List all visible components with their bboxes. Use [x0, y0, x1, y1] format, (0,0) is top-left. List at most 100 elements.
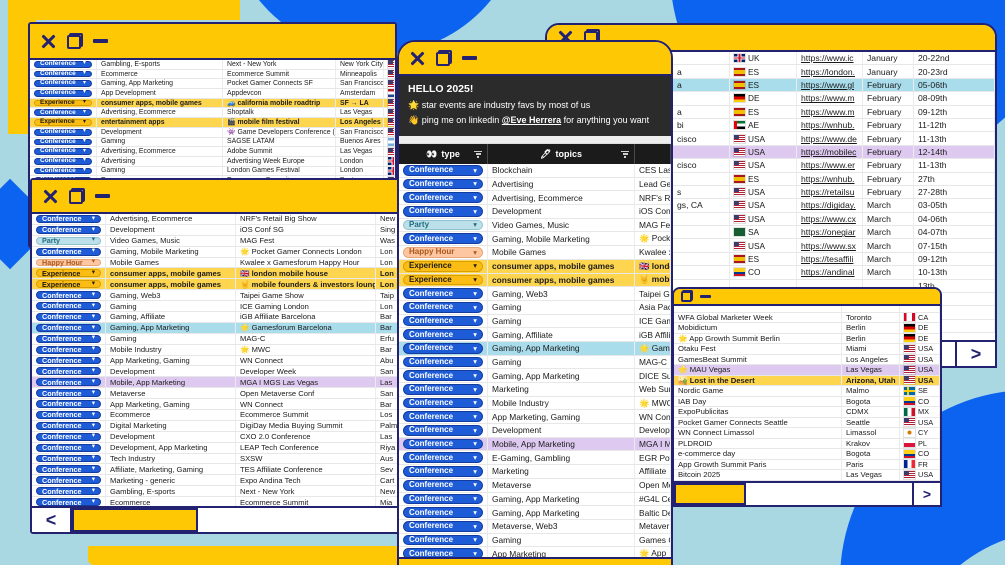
type-badge[interactable]: Conference▾ — [403, 178, 483, 190]
event-url-link[interactable]: https://www.sx — [801, 240, 856, 251]
type-badge[interactable]: Conference▾ — [403, 192, 483, 204]
type-badge[interactable]: Conference▾ — [34, 157, 92, 165]
type-badge[interactable]: Conference▾ — [403, 520, 483, 532]
type-badge[interactable]: Conference▾ — [36, 334, 101, 343]
event-url-link[interactable]: https://www.de — [801, 133, 857, 144]
type-badge[interactable]: Conference▾ — [34, 80, 92, 88]
type-badge[interactable]: Conference▾ — [403, 438, 483, 450]
type-badge[interactable]: Conference▾ — [34, 167, 92, 175]
scrollbar-track[interactable] — [72, 508, 398, 532]
event-url-link[interactable]: https://mobilec — [801, 146, 857, 157]
type-badge[interactable]: Conference▾ — [36, 432, 101, 441]
type-badge[interactable]: Conference▾ — [403, 384, 483, 395]
type-badge[interactable]: Conference▾ — [403, 452, 483, 464]
event-url-link[interactable]: https://wnhub. — [801, 173, 855, 184]
linkedin-link[interactable]: @Eve Herrera — [501, 115, 562, 125]
copy-icon[interactable] — [436, 49, 452, 66]
event-url-link[interactable]: https://onegiar — [801, 227, 856, 238]
type-badge[interactable]: Conference▾ — [403, 329, 483, 340]
horizontal-scrollbar[interactable] — [399, 557, 671, 565]
type-badge[interactable]: Conference▾ — [34, 138, 92, 146]
type-badge[interactable]: Conference▾ — [403, 534, 483, 546]
close-icon[interactable] — [43, 189, 58, 204]
type-badge[interactable]: Party ▾ — [403, 219, 483, 231]
type-badge[interactable]: Conference▾ — [36, 225, 101, 234]
filter-icon[interactable] — [474, 150, 482, 158]
type-badge[interactable]: Conference▾ — [403, 479, 483, 491]
type-badge[interactable]: Conference▾ — [36, 291, 101, 300]
type-badge[interactable]: Experience ▾ — [34, 119, 92, 126]
event-url-link[interactable]: https://www.gl — [801, 79, 855, 90]
type-badge[interactable]: Conference▾ — [36, 476, 101, 485]
scroll-right-button[interactable]: > — [912, 483, 940, 505]
type-badge[interactable]: Conference▾ — [36, 443, 101, 452]
type-badge[interactable]: Conference▾ — [34, 70, 92, 78]
type-badge[interactable]: Party ▾ — [36, 236, 101, 245]
type-badge[interactable]: Conference▾ — [36, 367, 101, 376]
type-badge[interactable]: Conference▾ — [403, 315, 483, 327]
type-badge[interactable]: Conference▾ — [36, 323, 101, 332]
event-url-link[interactable]: https://retailsu — [801, 187, 855, 198]
type-badge[interactable]: Conference▾ — [36, 247, 101, 256]
type-badge[interactable]: Conference▾ — [403, 493, 483, 505]
type-badge[interactable]: Conference▾ — [403, 206, 483, 217]
type-badge[interactable]: Conference▾ — [34, 128, 92, 136]
type-badge[interactable]: Conference▾ — [403, 342, 483, 354]
type-badge[interactable]: Conference▾ — [36, 487, 101, 496]
type-badge[interactable]: Conference▾ — [403, 466, 483, 477]
type-badge[interactable]: Conference▾ — [36, 454, 101, 463]
scrollbar-thumb[interactable] — [72, 508, 198, 532]
type-badge[interactable]: Conference▾ — [36, 400, 101, 409]
type-badge[interactable]: Conference▾ — [403, 288, 483, 299]
type-badge[interactable]: Conference▾ — [403, 233, 483, 245]
type-badge[interactable]: Conference▾ — [36, 421, 101, 430]
type-badge[interactable]: Experience ▾ — [403, 274, 483, 286]
minimize-icon[interactable] — [95, 194, 110, 198]
type-badge[interactable]: Conference▾ — [36, 215, 101, 223]
minimize-icon[interactable] — [462, 56, 477, 60]
type-badge[interactable]: Conference▾ — [403, 356, 483, 368]
scrollbar-track[interactable] — [674, 483, 912, 505]
event-url-link[interactable]: https://andinal — [801, 267, 855, 278]
minimize-icon[interactable] — [700, 295, 711, 298]
type-badge[interactable]: Conference▾ — [34, 90, 92, 97]
minimize-icon[interactable] — [93, 39, 108, 43]
type-badge[interactable]: Experience ▾ — [403, 260, 483, 272]
type-badge[interactable]: Conference▾ — [34, 60, 92, 68]
type-badge[interactable]: Conference▾ — [403, 425, 483, 436]
event-url-link[interactable]: https://www.m — [801, 106, 855, 117]
type-badge[interactable]: Experience ▾ — [36, 269, 101, 278]
type-badge[interactable]: Conference▾ — [36, 378, 101, 387]
event-url-link[interactable]: https://www.er — [801, 160, 855, 171]
type-badge[interactable]: Conference▾ — [36, 498, 101, 506]
event-url-link[interactable]: https://london. — [801, 66, 855, 77]
type-badge[interactable]: Conference▾ — [403, 507, 483, 518]
scrollbar-thumb[interactable] — [674, 483, 746, 505]
copy-icon[interactable] — [681, 290, 693, 302]
copy-icon[interactable] — [67, 32, 83, 49]
scroll-left-button[interactable]: < — [32, 508, 72, 532]
event-url-link[interactable]: https://wnhub. — [801, 120, 855, 131]
event-url-link[interactable]: https://tesaffili — [801, 254, 854, 265]
type-badge[interactable]: Conference▾ — [36, 356, 101, 365]
type-badge[interactable]: Conference▾ — [403, 370, 483, 381]
event-url-link[interactable]: https://www.m — [801, 93, 855, 104]
type-badge[interactable]: Conference▾ — [34, 109, 92, 117]
type-badge[interactable]: Conference▾ — [403, 397, 483, 409]
type-badge[interactable]: Conference▾ — [36, 313, 101, 321]
type-badge[interactable]: Experience ▾ — [34, 99, 92, 107]
type-badge[interactable]: Conference▾ — [36, 411, 101, 419]
type-badge[interactable]: Conference▾ — [36, 465, 101, 474]
close-icon[interactable] — [410, 51, 425, 66]
column-header-more[interactable] — [635, 144, 671, 164]
event-url-link[interactable]: https://www.ic — [801, 53, 854, 64]
type-badge[interactable]: Happy Hour ▾ — [36, 258, 101, 267]
filter-icon[interactable] — [621, 150, 629, 158]
event-url-link[interactable]: https://www.cx — [801, 213, 856, 224]
type-badge[interactable]: Conference▾ — [36, 345, 101, 354]
column-header-topics[interactable]: 🖊 topics — [488, 144, 635, 164]
type-badge[interactable]: Conference▾ — [403, 411, 483, 423]
scroll-right-button[interactable]: > — [955, 342, 995, 366]
type-badge[interactable]: Experience ▾ — [36, 280, 101, 289]
event-url-link[interactable]: https://digiday. — [801, 200, 856, 211]
